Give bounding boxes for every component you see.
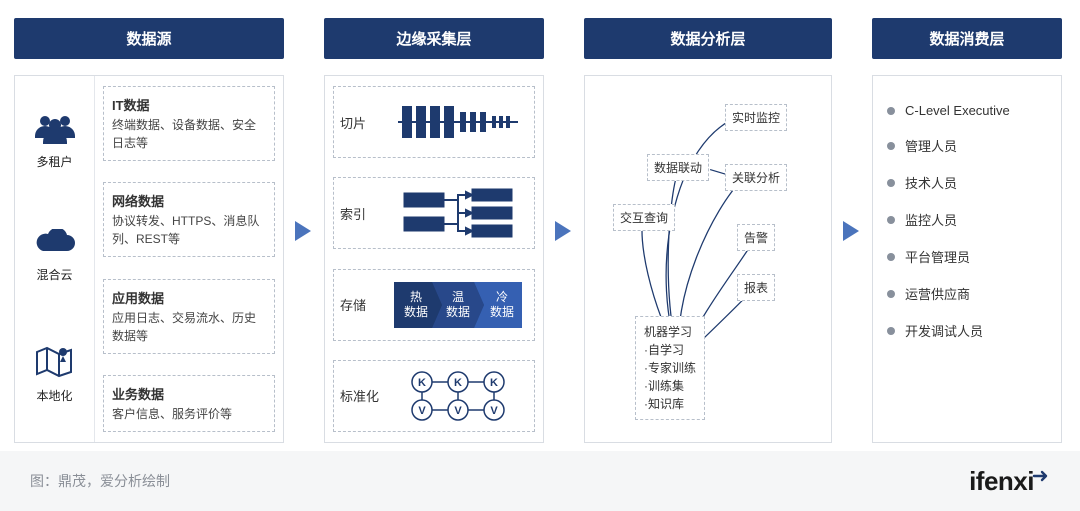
data-category-business: 业务数据 客户信息、服务评价等 [103,375,275,432]
edge-label: 存储 [340,295,380,314]
category-desc: 应用日志、交易流水、历史数据等 [112,309,266,345]
category-desc: 协议转发、HTTPS、消息队列、REST等 [112,212,266,248]
edge-label: 切片 [340,113,380,132]
consumer-label: 运营供应商 [905,284,970,303]
analysis-edges-icon [585,76,831,442]
svg-text:数据: 数据 [446,304,470,319]
map-icon [33,342,77,381]
consumer-label: 技术人员 [905,173,957,192]
node-linkage: 数据联动 [647,154,709,181]
consumer-item: 平台管理员 [887,238,1047,275]
column-edge-collection: 边缘采集层 切片 [324,18,544,443]
column-analysis: 数据分析层 实时监控 数据联动 关联分析 [584,18,832,443]
source-label: 多租户 [36,153,72,170]
consumer-item: 管理人员 [887,127,1047,164]
edge-row-slice: 切片 [333,86,535,158]
panel-data-source: 多租户 混合云 本地化 [14,75,284,443]
category-title: IT数据 [112,95,266,114]
category-desc: 终端数据、设备数据、安全日志等 [112,116,266,152]
credit-text: 图：鼎茂，爱分析绘制 [30,471,170,491]
brand-logo: ifenxi [969,466,1050,497]
panel-analysis: 实时监控 数据联动 关联分析 交互查询 告警 报表 机器学习 ·自学习 ·专家训… [584,75,832,443]
column-data-source: 数据源 多租户 [14,18,284,443]
slice-icon [388,102,528,142]
ml-item: ·专家训练 [644,359,696,377]
svg-text:V: V [490,405,498,417]
consumer-label: 监控人员 [905,210,957,229]
data-category-network: 网络数据 协议转发、HTTPS、消息队列、REST等 [103,182,275,257]
consumer-item: 监控人员 [887,201,1047,238]
edge-label: 索引 [340,204,380,223]
consumer-item: 技术人员 [887,164,1047,201]
flow-arrow-icon [840,217,864,245]
ml-title: 机器学习 [644,323,696,341]
header-data-source: 数据源 [14,18,284,59]
node-report: 报表 [737,274,775,301]
consumer-label: 开发调试人员 [905,321,983,340]
diagram-canvas: 数据源 多租户 [0,0,1080,451]
consumer-item: C-Level Executive [887,94,1047,127]
ml-item: ·训练集 [644,377,696,395]
panel-edge-collection: 切片 索引 [324,75,544,443]
consumer-label: 平台管理员 [905,247,970,266]
node-machine-learning: 机器学习 ·自学习 ·专家训练 ·训练集 ·知识库 [635,316,705,420]
kv-graph-icon: K K K V V V [388,370,528,422]
ml-item: ·知识库 [644,395,696,413]
users-icon [33,114,77,147]
header-edge-collection: 边缘采集层 [324,18,544,59]
svg-text:K: K [490,377,498,389]
node-realtime: 实时监控 [725,104,787,131]
consumer-label: 管理人员 [905,136,957,155]
footer: 图：鼎茂，爱分析绘制 ifenxi [0,451,1080,511]
ml-item: ·自学习 [644,341,696,359]
flow-arrow-icon [292,217,316,245]
source-hybrid-cloud: 混合云 [33,229,77,283]
svg-text:K: K [454,377,462,389]
consumer-label: C-Level Executive [905,103,1010,118]
category-title: 业务数据 [112,384,266,403]
source-multitenant: 多租户 [33,114,77,170]
edge-label: 标准化 [340,386,380,405]
source-label: 本地化 [36,387,72,404]
consumer-item: 运营供应商 [887,275,1047,312]
flow-arrow-icon [552,217,576,245]
brand-arrow-icon [1032,467,1050,485]
consumer-list: C-Level Executive 管理人员 技术人员 监控人员 平台管理员 运… [887,94,1047,349]
svg-text:热: 热 [410,290,422,304]
source-label: 混合云 [36,266,72,283]
svg-text:温: 温 [452,290,464,304]
node-interactive: 交互查询 [613,204,675,231]
edge-row-index: 索引 [333,177,535,249]
consumer-item: 开发调试人员 [887,312,1047,349]
column-consumption: 数据消费层 C-Level Executive 管理人员 技术人员 监控人员 平… [872,18,1062,443]
node-relation: 关联分析 [725,164,787,191]
data-category-app: 应用数据 应用日志、交易流水、历史数据等 [103,279,275,354]
source-localization: 本地化 [33,342,77,404]
header-consumption: 数据消费层 [872,18,1062,59]
header-analysis: 数据分析层 [584,18,832,59]
cloud-icon [33,229,77,260]
source-icon-list: 多租户 混合云 本地化 [15,76,95,442]
category-desc: 客户信息、服务评价等 [112,405,266,423]
data-category-it: IT数据 终端数据、设备数据、安全日志等 [103,86,275,161]
index-icon [388,187,528,239]
svg-text:数据: 数据 [490,304,514,319]
edge-row-standardize: 标准化 K K K V V V [333,360,535,432]
edge-row-storage: 存储 热数据 温数据 冷数据 [333,269,535,341]
brand-text: ifenxi [969,466,1034,497]
svg-text:V: V [418,405,426,417]
data-category-list: IT数据 终端数据、设备数据、安全日志等 网络数据 协议转发、HTTPS、消息队… [95,76,283,442]
category-title: 应用数据 [112,288,266,307]
svg-text:K: K [418,377,426,389]
svg-text:冷: 冷 [496,290,508,304]
category-title: 网络数据 [112,191,266,210]
storage-tiers-icon: 热数据 温数据 冷数据 [388,282,528,328]
svg-text:数据: 数据 [404,304,428,319]
svg-text:V: V [454,405,462,417]
panel-consumption: C-Level Executive 管理人员 技术人员 监控人员 平台管理员 运… [872,75,1062,443]
node-alarm: 告警 [737,224,775,251]
